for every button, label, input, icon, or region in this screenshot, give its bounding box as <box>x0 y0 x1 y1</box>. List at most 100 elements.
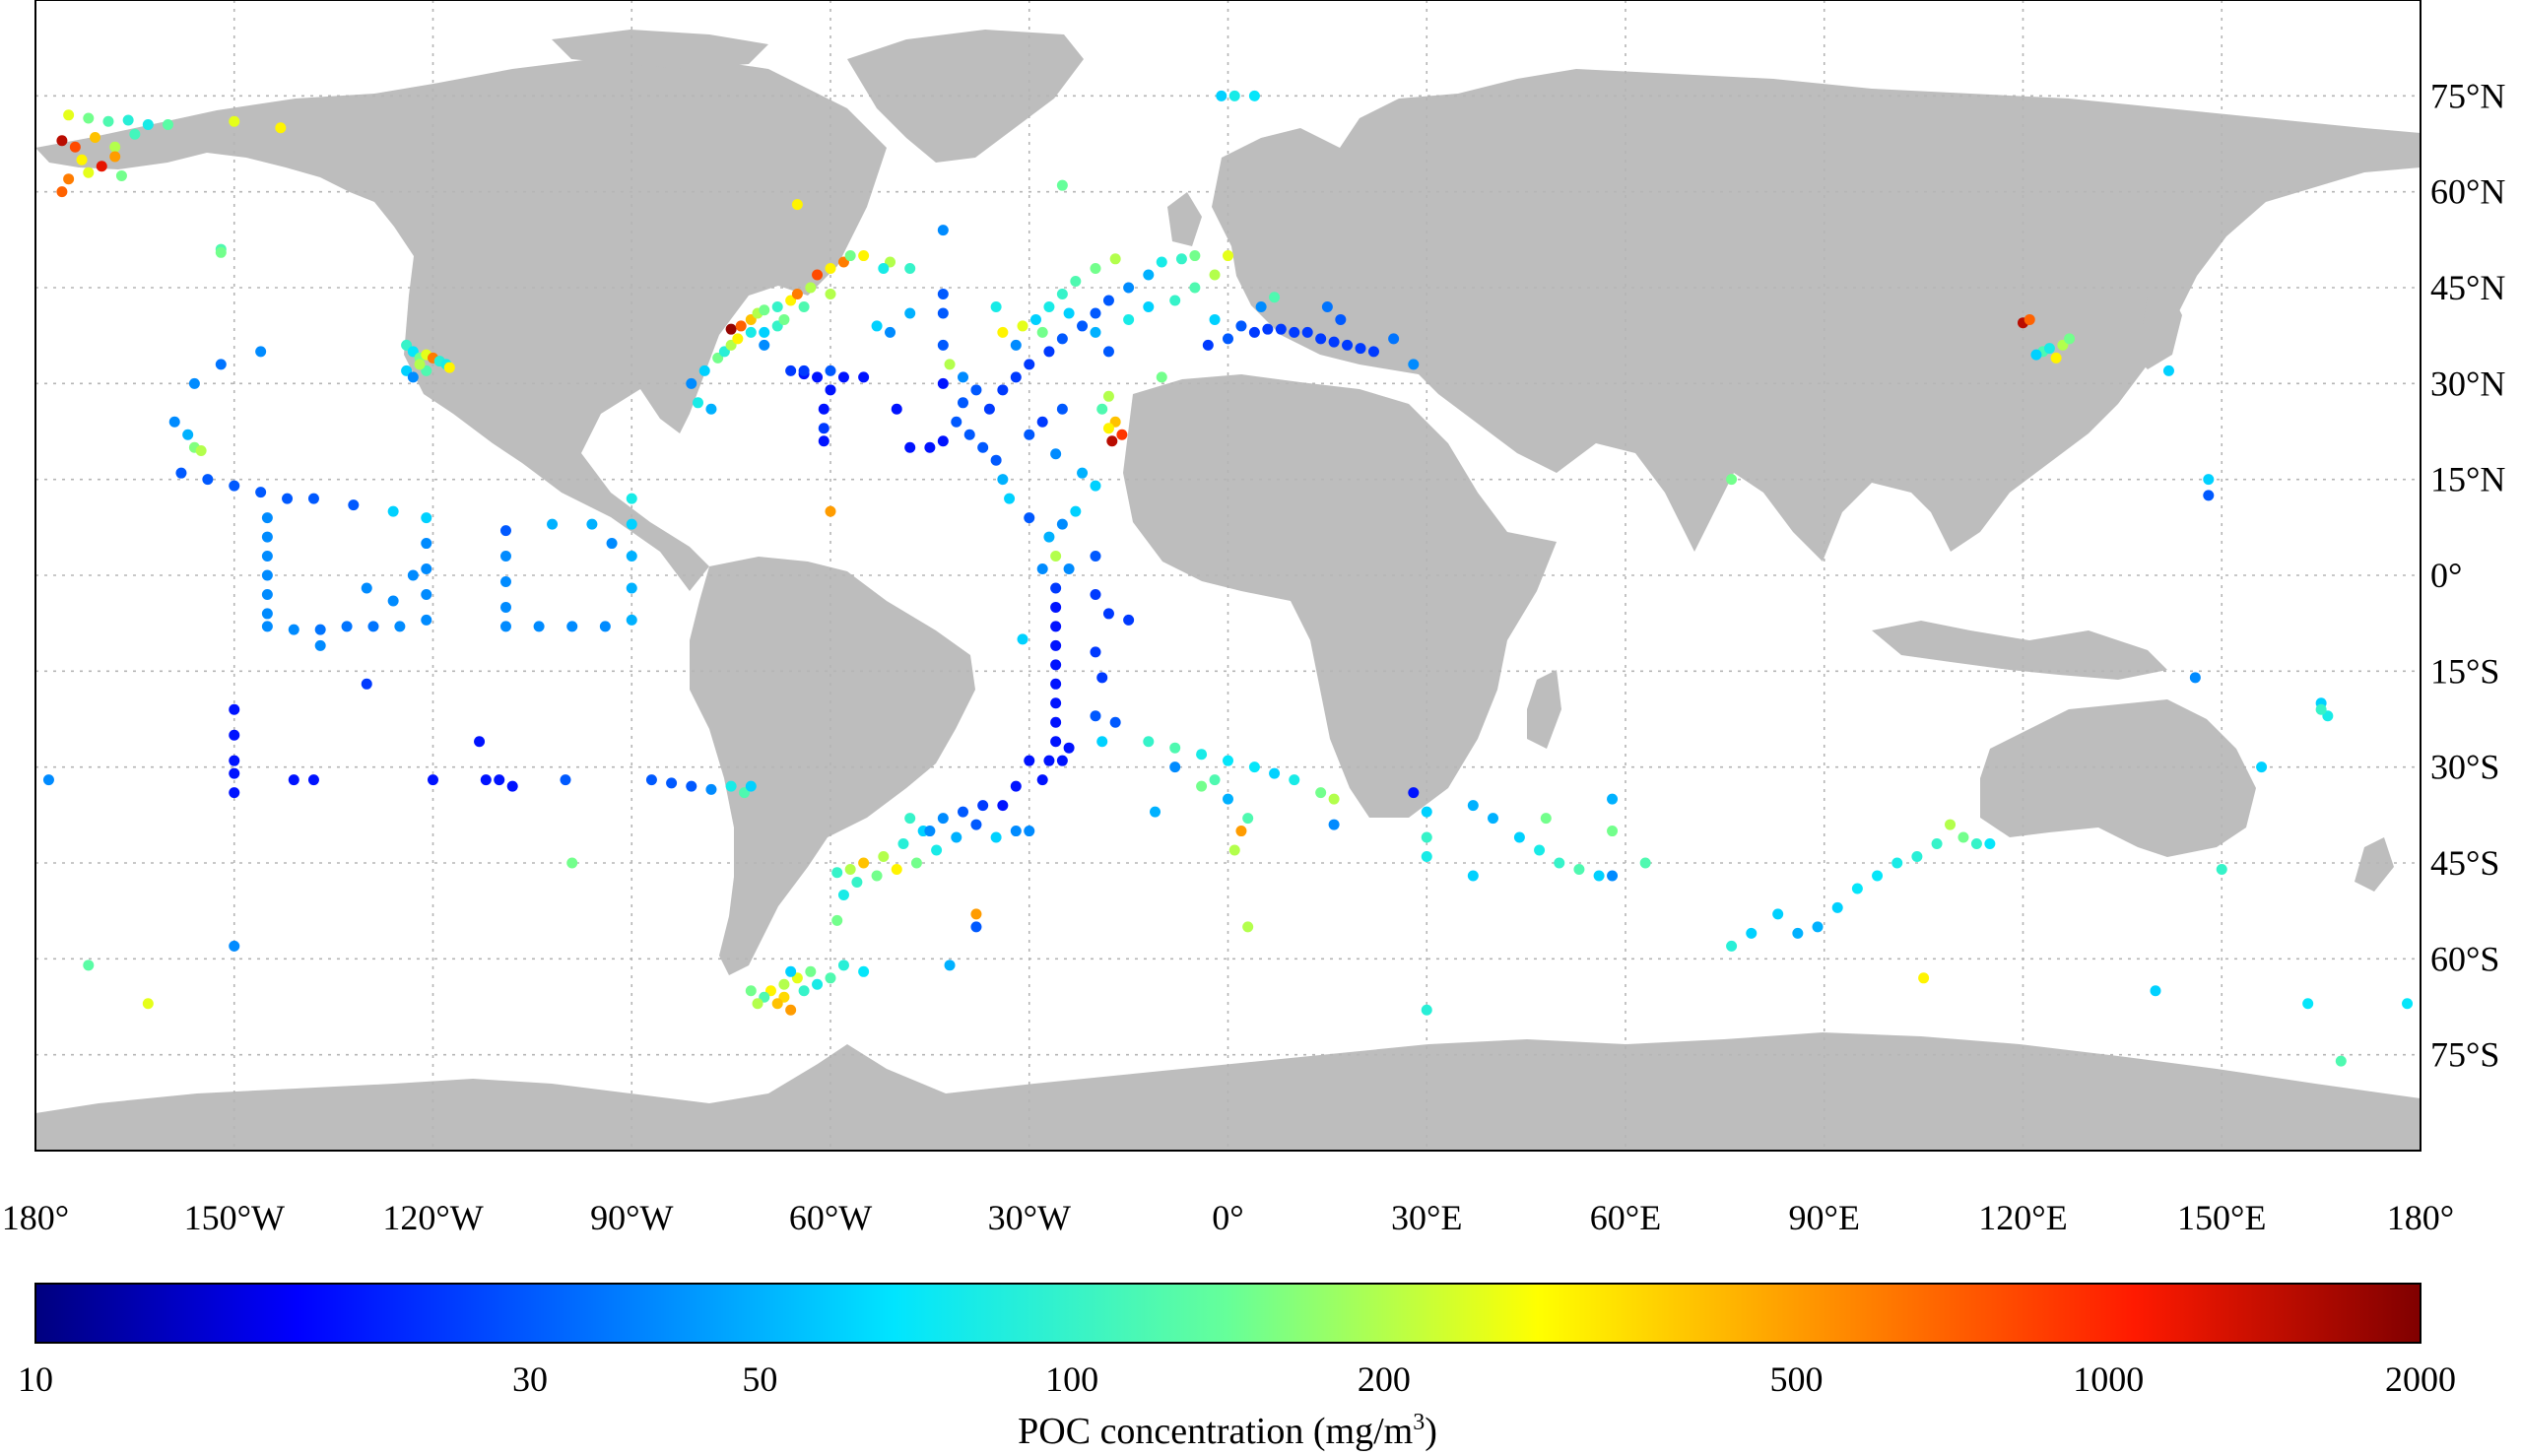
poc-station-point <box>1639 857 1651 869</box>
poc-station-point <box>1228 844 1240 856</box>
poc-station-point <box>951 831 962 843</box>
y-tick-label: 30°S <box>2430 748 2499 787</box>
poc-station-point <box>1017 633 1028 645</box>
poc-station-point <box>586 518 598 530</box>
poc-station-point <box>599 621 611 632</box>
poc-station-point <box>885 326 896 338</box>
poc-station-point <box>1746 927 1758 939</box>
poc-station-point <box>1984 838 1996 850</box>
poc-station-point <box>812 269 824 281</box>
poc-station-point <box>1209 774 1221 786</box>
poc-station-point <box>69 141 81 153</box>
poc-station-point <box>1421 806 1432 818</box>
colorbar-tick-label: 1000 <box>2073 1359 2144 1399</box>
poc-station-point <box>1029 313 1041 325</box>
x-tick-label: 180° <box>2 1198 69 1237</box>
poc-station-point <box>1772 908 1784 920</box>
poc-station-point <box>168 416 180 428</box>
land-africa <box>1123 374 1557 818</box>
poc-station-point <box>825 505 836 517</box>
poc-station-point <box>1726 474 1738 486</box>
poc-station-point <box>805 282 817 294</box>
poc-station-point <box>407 371 419 383</box>
poc-station-point <box>2150 985 2161 997</box>
poc-station-point <box>1156 371 1167 383</box>
poc-station-point <box>2256 761 2268 773</box>
poc-station-point <box>785 364 797 376</box>
poc-station-point <box>2064 333 2076 345</box>
poc-station-point <box>2402 998 2414 1010</box>
poc-station-point <box>1169 295 1181 306</box>
poc-station-point <box>1812 921 1824 933</box>
poc-station-point <box>1342 339 1354 351</box>
poc-station-point <box>1223 755 1233 766</box>
poc-station-point <box>1421 1004 1432 1016</box>
poc-station-point <box>1056 755 1068 766</box>
poc-station-point <box>1851 883 1863 894</box>
poc-station-point <box>1156 256 1167 268</box>
poc-station-point <box>791 199 803 211</box>
poc-station-point <box>1202 339 1214 351</box>
poc-station-point <box>2216 863 2227 875</box>
poc-station-point <box>2162 364 2174 376</box>
poc-station-point <box>878 851 890 863</box>
poc-station-point <box>725 780 737 792</box>
colorbar-gradient <box>34 1283 2421 1344</box>
y-tick-label: 15°N <box>2430 460 2505 499</box>
poc-station-point <box>904 441 916 453</box>
poc-station-point <box>958 371 968 383</box>
poc-station-point <box>812 371 824 383</box>
poc-station-point <box>1918 972 1930 984</box>
poc-station-point <box>1123 282 1135 294</box>
y-tick-label: 60°S <box>2430 939 2499 978</box>
poc-station-point <box>229 767 240 779</box>
poc-station-point <box>566 621 578 632</box>
poc-station-point <box>904 263 916 275</box>
poc-station-point <box>944 960 956 971</box>
poc-station-point <box>1209 313 1221 325</box>
poc-station-point <box>229 480 240 492</box>
poc-station-point <box>1050 697 1062 709</box>
y-tick-label: 45°S <box>2430 843 2499 883</box>
poc-station-point <box>1036 326 1048 338</box>
poc-station-point <box>499 525 511 537</box>
poc-station-point <box>759 326 770 338</box>
poc-station-point <box>1540 813 1552 825</box>
poc-station-point <box>2189 672 2201 684</box>
colorbar: 10 30 50 100 200 500 1000 2000 POC concentratio… <box>18 1283 2456 1452</box>
poc-station-point <box>229 115 240 127</box>
land-north-america <box>35 57 887 591</box>
y-tick-label: 15°S <box>2430 651 2499 691</box>
poc-station-point <box>1931 838 1943 850</box>
poc-station-point <box>229 787 240 799</box>
x-tick-label: 90°E <box>1789 1198 1860 1237</box>
poc-station-point <box>1593 870 1605 882</box>
poc-station-point <box>858 965 870 977</box>
poc-station-point <box>229 940 240 952</box>
poc-station-point <box>944 359 956 370</box>
poc-station-point <box>997 474 1009 486</box>
poc-station-point <box>970 384 982 396</box>
poc-station-point <box>1607 870 1619 882</box>
x-tick-label: 0° <box>1212 1198 1243 1237</box>
poc-station-point <box>83 166 95 178</box>
poc-station-point <box>963 429 975 440</box>
poc-station-point <box>1223 250 1233 262</box>
poc-station-point <box>122 114 134 126</box>
poc-station-point <box>96 161 107 172</box>
poc-station-point <box>891 403 902 415</box>
poc-station-point <box>977 441 989 453</box>
poc-station-point <box>858 371 870 383</box>
poc-station-point <box>686 780 697 792</box>
map-plot-area <box>34 0 2421 1152</box>
poc-station-point <box>2050 352 2062 364</box>
poc-station-point <box>499 551 511 563</box>
poc-station-point <box>1036 416 1048 428</box>
poc-station-point <box>255 487 267 498</box>
poc-station-point <box>261 621 273 632</box>
poc-station-point <box>858 250 870 262</box>
poc-station-point <box>693 397 703 409</box>
poc-station-point <box>1070 505 1082 517</box>
poc-station-point <box>566 857 578 869</box>
poc-station-point <box>42 774 54 786</box>
